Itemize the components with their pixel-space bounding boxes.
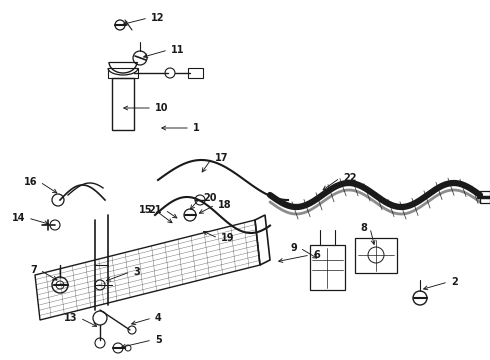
Text: 14: 14: [11, 213, 25, 223]
Text: 20: 20: [203, 193, 217, 203]
Bar: [112, 78, 134, 130]
Text: 13: 13: [64, 313, 77, 323]
Text: 21: 21: [148, 205, 162, 215]
Bar: [355, 238, 397, 273]
Bar: [310, 245, 345, 290]
Text: 22: 22: [343, 173, 357, 183]
Text: 2: 2: [451, 277, 458, 287]
Text: 3: 3: [133, 267, 140, 277]
Text: 11: 11: [171, 45, 185, 55]
Text: 8: 8: [360, 223, 367, 233]
Text: 19: 19: [221, 233, 235, 243]
Bar: [480, 191, 490, 203]
Text: 18: 18: [218, 200, 232, 210]
Text: 15: 15: [139, 205, 152, 215]
Bar: [188, 68, 203, 78]
Bar: [108, 68, 138, 78]
Text: 7: 7: [30, 265, 37, 275]
Text: 17: 17: [215, 153, 228, 163]
Text: 1: 1: [193, 123, 200, 133]
Text: 10: 10: [155, 103, 169, 113]
Text: 12: 12: [151, 13, 165, 23]
Text: 16: 16: [24, 177, 37, 187]
Text: 5: 5: [155, 335, 162, 345]
Text: 6: 6: [313, 250, 320, 260]
Text: 4: 4: [155, 313, 162, 323]
Text: 9: 9: [290, 243, 297, 253]
